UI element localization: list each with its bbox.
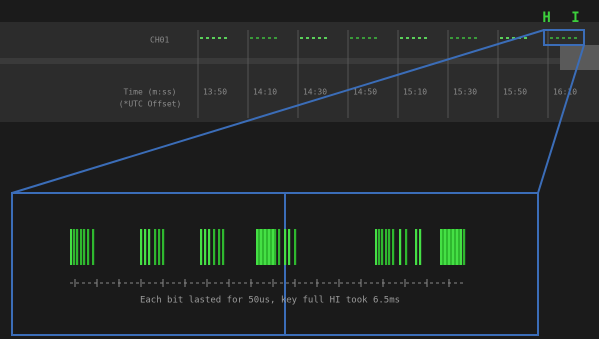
bit — [463, 229, 466, 265]
bit — [154, 229, 157, 265]
bit — [264, 229, 267, 265]
bit — [262, 229, 265, 265]
bit — [70, 229, 73, 265]
bit — [200, 229, 203, 265]
strip-band — [0, 58, 599, 64]
bit — [442, 229, 445, 265]
timeline-ticks — [74, 279, 450, 287]
zoom-line — [11, 29, 545, 194]
bit — [419, 229, 422, 265]
bit — [274, 229, 277, 265]
bit — [378, 229, 381, 265]
bit — [415, 229, 418, 265]
bit — [92, 229, 95, 265]
bit — [80, 229, 83, 265]
bit — [388, 229, 391, 265]
zoom-line — [537, 44, 585, 194]
bit — [73, 229, 76, 265]
bit — [87, 229, 90, 265]
strip-time: 15:50 — [503, 88, 527, 97]
bit — [208, 229, 211, 265]
row-title: Time (m:ss) — [124, 88, 177, 97]
bit — [288, 229, 291, 265]
bit — [272, 229, 275, 265]
bit — [144, 229, 147, 265]
bit — [405, 229, 408, 265]
bit — [454, 229, 457, 265]
bit — [268, 229, 271, 265]
strip-time: 13:50 — [203, 88, 227, 97]
channel-label: CH01 — [150, 36, 169, 45]
strip-time: 16:10 — [553, 88, 577, 97]
bit — [204, 229, 207, 265]
bit — [458, 229, 461, 265]
bit — [444, 229, 447, 265]
bit — [375, 229, 378, 265]
bit — [266, 229, 269, 265]
hi-label: H I — [542, 10, 585, 26]
bit — [218, 229, 221, 265]
bit — [270, 229, 273, 265]
bit — [258, 229, 261, 265]
timeline-caption: Each bit lasted for 50us, key full HI to… — [140, 296, 400, 306]
bit — [456, 229, 459, 265]
bit — [392, 229, 395, 265]
zoom-source — [543, 29, 585, 46]
bit — [76, 229, 79, 265]
bit — [294, 229, 297, 265]
bit — [83, 229, 86, 265]
strip-columns: 13:50 14:10 14:30 14:50 15:10 15:30 15:50 16:10 — [197, 30, 580, 118]
bit — [213, 229, 216, 265]
bit — [278, 229, 281, 265]
bit-pattern — [70, 229, 466, 265]
bit — [460, 229, 463, 265]
strip-time: 15:30 — [453, 88, 477, 97]
bit — [399, 229, 402, 265]
signal-strip — [0, 22, 599, 122]
bit — [158, 229, 161, 265]
strip-time: 15:10 — [403, 88, 427, 97]
strip-time: 14:50 — [353, 88, 377, 97]
bit — [140, 229, 143, 265]
bit — [222, 229, 225, 265]
bit — [450, 229, 453, 265]
bit — [162, 229, 165, 265]
bit — [440, 229, 443, 265]
bit — [256, 229, 259, 265]
bit — [148, 229, 151, 265]
bit — [260, 229, 263, 265]
row-subtitle: (*UTC Offset) — [119, 100, 182, 109]
bit — [284, 229, 287, 265]
bit — [452, 229, 455, 265]
strip-time: 14:30 — [303, 88, 327, 97]
strip-time: 14:10 — [253, 88, 277, 97]
bit — [446, 229, 449, 265]
bit — [385, 229, 388, 265]
bit — [381, 229, 384, 265]
bit — [448, 229, 451, 265]
